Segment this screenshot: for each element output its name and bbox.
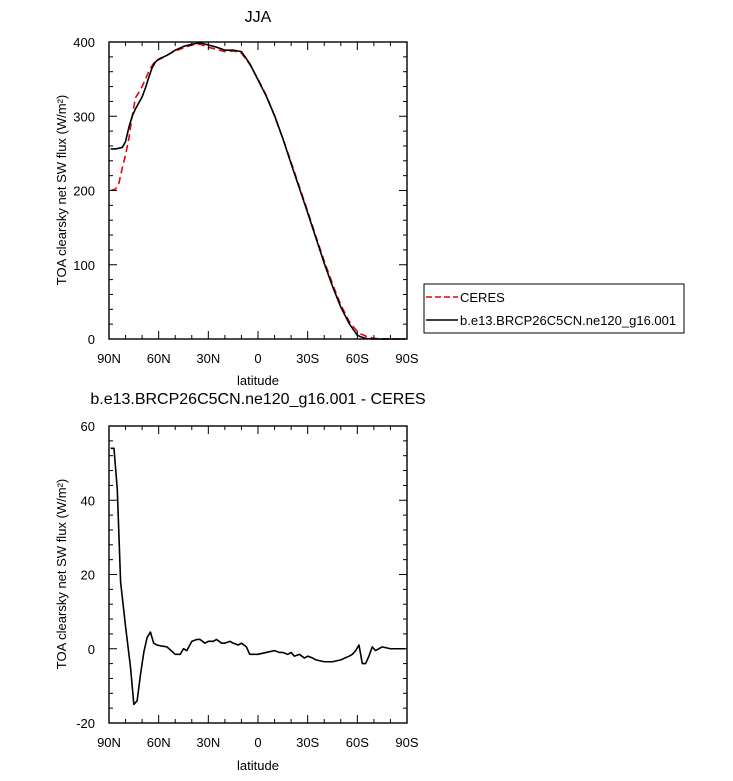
- legend: CERES b.e13.BRCP26C5CN.ne120_g16.001: [423, 283, 685, 334]
- top-y-tick-labels: 0 100 200 300 400: [73, 35, 95, 347]
- bottom-plot-frame: [108, 425, 408, 724]
- bottom-panel: b.e13.BRCP26C5CN.ne120_g16.001 - CERES 9…: [54, 391, 426, 773]
- top-x-tick-label: 90N: [97, 351, 121, 366]
- top-x-tick-label: 0: [254, 351, 261, 366]
- top-panel: JJA 90N 60N 30N 0 30S 60S 90S 0 100 200 300 400 la…: [54, 9, 685, 388]
- top-y-axis-label: TOA clearsky net SW flux (W/m²): [54, 95, 69, 285]
- bottom-axis-ticks: [108, 425, 408, 724]
- bottom-x-tick-label: 90N: [97, 735, 121, 750]
- bottom-x-tick-labels: 90N 60N 30N 0 30S 60S 90S: [97, 735, 419, 750]
- top-y-tick-label: 400: [73, 35, 95, 50]
- top-x-tick-label: 60N: [147, 351, 171, 366]
- top-chart-title: JJA: [245, 9, 272, 26]
- bottom-y-tick-labels: -20 0 20 40 60: [76, 419, 95, 731]
- bottom-y-tick-label: -20: [76, 716, 95, 731]
- top-x-tick-label: 30N: [196, 351, 220, 366]
- bottom-y-axis-label: TOA clearsky net SW flux (W/m²): [54, 479, 69, 669]
- bottom-y-tick-label: 60: [81, 419, 95, 434]
- top-y-tick-label: 0: [88, 332, 95, 347]
- top-y-tick-label: 200: [73, 184, 95, 199]
- bottom-y-tick-label: 0: [88, 642, 95, 657]
- legend-label-ceres: CERES: [460, 290, 505, 305]
- top-y-tick-label: 100: [73, 258, 95, 273]
- bottom-y-tick-label: 40: [81, 493, 95, 508]
- bottom-x-tick-label: 30S: [296, 735, 319, 750]
- bottom-x-tick-label: 60S: [346, 735, 369, 750]
- top-axis-ticks: [108, 41, 408, 340]
- bottom-chart-title: b.e13.BRCP26C5CN.ne120_g16.001 - CERES: [90, 391, 425, 408]
- bottom-x-axis-label: latitude: [237, 758, 279, 773]
- top-x-tick-label: 90S: [395, 351, 418, 366]
- bottom-x-tick-label: 30N: [196, 735, 220, 750]
- top-series-line-1: [110, 41, 406, 340]
- bottom-series-line-0: [110, 447, 406, 706]
- bottom-x-tick-label: 90S: [395, 735, 418, 750]
- top-y-tick-label: 300: [73, 109, 95, 124]
- bottom-x-tick-label: 60N: [147, 735, 171, 750]
- top-series-line-0: [110, 43, 406, 340]
- top-x-tick-label: 60S: [346, 351, 369, 366]
- top-series-lines: [110, 41, 406, 340]
- bottom-x-tick-label: 0: [254, 735, 261, 750]
- top-plot-frame: [108, 41, 408, 340]
- legend-label-model: b.e13.BRCP26C5CN.ne120_g16.001: [460, 313, 676, 328]
- top-x-tick-label: 30S: [296, 351, 319, 366]
- top-x-tick-labels: 90N 60N 30N 0 30S 60S 90S: [97, 351, 419, 366]
- bottom-y-tick-label: 20: [81, 568, 95, 583]
- top-x-axis-label: latitude: [237, 373, 279, 388]
- bottom-series-lines: [110, 447, 406, 706]
- legend-box: [423, 283, 685, 334]
